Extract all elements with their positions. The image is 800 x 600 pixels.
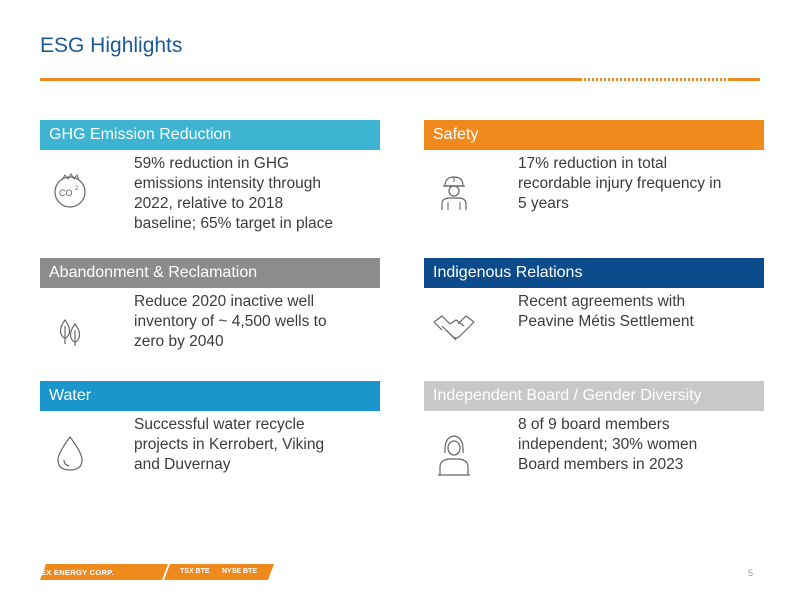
woman-icon (438, 435, 470, 476)
footer-ticker-nyse: NYSE BTE (222, 568, 258, 575)
svg-text:CO: CO (59, 188, 73, 198)
footer-ticker-tsx: TSX BTE (180, 568, 210, 575)
water-drop-icon (57, 435, 83, 471)
section-header: Water (40, 381, 380, 411)
section-safety: Safety 17% reduction in total recordable… (424, 120, 764, 250)
page-title: ESG Highlights (40, 34, 183, 57)
section-header: GHG Emission Reduction (40, 120, 380, 150)
co2-icon: CO 2 (54, 173, 86, 208)
section-water: Water Successful water recycle projects … (40, 381, 380, 511)
section-header: Indigenous Relations (424, 258, 764, 288)
section-text: Successful water recycle projects in Ker… (134, 416, 325, 473)
section-indigenous-relations: Indigenous Relations Recent agreements w… (424, 258, 764, 388)
trees-icon (59, 318, 81, 346)
section-text: 59% reduction in GHG emissions intensity… (134, 155, 334, 232)
section-header: Safety (424, 120, 764, 150)
page-number: 5 (748, 568, 754, 578)
title-divider (40, 78, 760, 81)
section-header: Abandonment & Reclamation (40, 258, 380, 288)
section-text: 8 of 9 board members independent; 30% wo… (518, 416, 698, 473)
section-header: Independent Board / Gender Diversity (424, 381, 764, 411)
footer-company-name: BAYTEX ENERGY CORP. (20, 568, 114, 577)
footer-brand-bar (40, 564, 280, 580)
section-text: Reduce 2020 inactive well inventory of ~… (134, 293, 327, 350)
svg-text:2: 2 (75, 186, 79, 192)
section-text: 17% reduction in total recordable injury… (518, 155, 722, 212)
section-abandonment-reclamation: Abandonment & Reclamation Reduce 2020 in… (40, 258, 380, 388)
section-independent-board-gender-diversity: Independent Board / Gender Diversity 8 o… (424, 381, 764, 511)
hard-hat-worker-icon (441, 176, 467, 210)
section-ghg-emission-reduction: GHG Emission Reduction CO 2 59% reductio… (40, 120, 380, 250)
handshake-icon (433, 315, 475, 341)
section-text: Recent agreements with Peavine Métis Set… (518, 293, 694, 330)
